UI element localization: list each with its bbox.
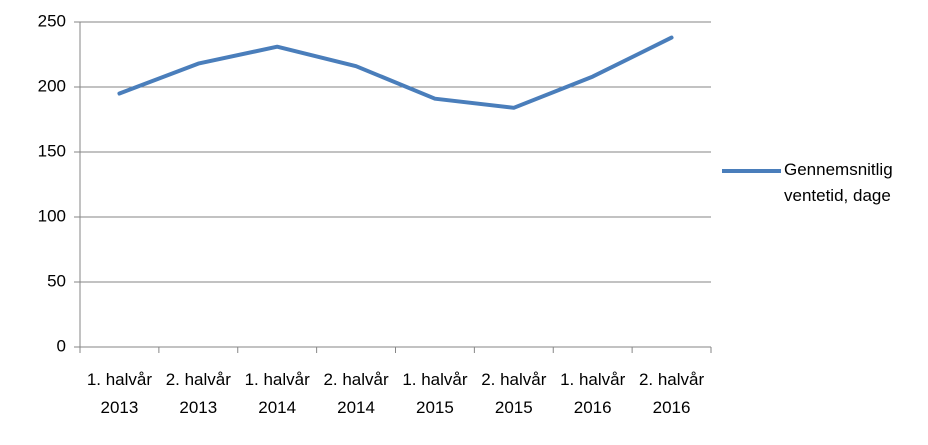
y-tick-label: 0 [57,336,66,355]
x-tick-label: 1. halvår 2015 [402,370,468,417]
y-tick-label: 150 [38,141,66,160]
y-tick-label: 200 [38,76,66,95]
x-tick-label: 1. halvår 2016 [560,370,626,417]
legend-label: Gennemsnitlig ventetid, dage [784,160,893,205]
y-tick-label: 50 [47,271,66,290]
y-tick-label: 100 [38,206,66,225]
data-line [117,35,674,110]
x-tick-label: 2. halvår 2014 [323,370,389,417]
x-tick-label: 2. halvår 2013 [165,370,231,417]
x-tick-label: 2. halvår 2016 [638,370,705,417]
x-tick-label: 1. halvår 2013 [86,370,153,417]
x-tick-label: 1. halvår 2014 [244,370,310,417]
x-tick-label: 2. halvår 2015 [481,370,547,417]
y-tick-label: 250 [38,11,66,30]
